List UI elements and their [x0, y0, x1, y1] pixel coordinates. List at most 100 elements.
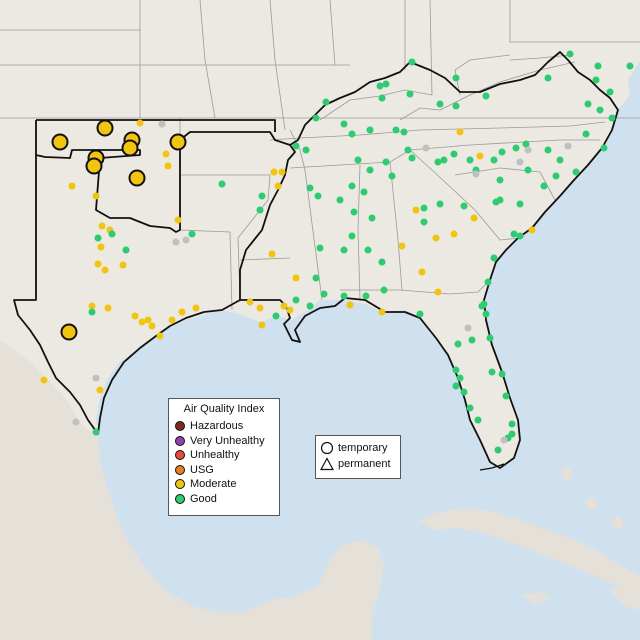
good-monitor[interactable]	[406, 90, 414, 98]
moderate-monitor[interactable]	[104, 304, 112, 312]
good-monitor[interactable]	[466, 404, 474, 412]
moderate-monitor[interactable]	[278, 168, 286, 176]
moderate-monitor[interactable]	[378, 308, 386, 316]
moderate-monitor[interactable]	[268, 250, 276, 258]
good-monitor[interactable]	[368, 214, 376, 222]
good-monitor[interactable]	[312, 114, 320, 122]
good-monitor[interactable]	[436, 100, 444, 108]
good-monitor[interactable]	[626, 62, 634, 70]
no-data-monitor[interactable]	[516, 158, 524, 166]
good-monitor[interactable]	[256, 206, 264, 214]
good-monitor[interactable]	[486, 334, 494, 342]
good-monitor[interactable]	[408, 58, 416, 66]
good-monitor[interactable]	[544, 146, 552, 154]
good-monitor[interactable]	[496, 196, 504, 204]
moderate-monitor[interactable]	[398, 242, 406, 250]
good-monitor[interactable]	[92, 428, 100, 436]
good-monitor[interactable]	[540, 182, 548, 190]
moderate-monitor[interactable]	[68, 182, 76, 190]
good-monitor[interactable]	[478, 302, 486, 310]
good-monitor[interactable]	[416, 310, 424, 318]
good-monitor[interactable]	[316, 244, 324, 252]
no-data-monitor[interactable]	[524, 146, 532, 154]
good-monitor[interactable]	[320, 290, 328, 298]
good-monitor[interactable]	[456, 374, 464, 382]
good-monitor[interactable]	[544, 74, 552, 82]
good-monitor[interactable]	[306, 302, 314, 310]
moderate-monitor[interactable]	[286, 306, 294, 314]
good-monitor[interactable]	[354, 156, 362, 164]
good-monitor[interactable]	[88, 308, 96, 316]
good-monitor[interactable]	[94, 234, 102, 242]
no-data-monitor[interactable]	[182, 236, 190, 244]
good-monitor[interactable]	[218, 180, 226, 188]
moderate-monitor[interactable]	[292, 274, 300, 282]
moderate-monitor[interactable]	[432, 234, 440, 242]
moderate-monitor[interactable]	[418, 268, 426, 276]
moderate-monitor[interactable]	[412, 206, 420, 214]
good-monitor[interactable]	[420, 218, 428, 226]
no-data-monitor[interactable]	[92, 374, 100, 382]
good-monitor[interactable]	[314, 192, 322, 200]
moderate-monitor[interactable]	[96, 386, 104, 394]
good-monitor[interactable]	[292, 296, 300, 304]
moderate-monitor[interactable]	[258, 321, 266, 329]
moderate-monitor[interactable]	[246, 298, 254, 306]
moderate-monitor[interactable]	[88, 302, 96, 310]
good-monitor[interactable]	[584, 100, 592, 108]
good-monitor[interactable]	[482, 310, 490, 318]
good-monitor[interactable]	[566, 50, 574, 58]
good-monitor[interactable]	[596, 106, 604, 114]
good-monitor[interactable]	[516, 232, 524, 240]
good-monitor[interactable]	[336, 196, 344, 204]
moderate-monitor[interactable]	[470, 214, 478, 222]
good-monitor[interactable]	[378, 94, 386, 102]
good-monitor[interactable]	[516, 200, 524, 208]
no-data-monitor[interactable]	[422, 144, 430, 152]
moderate-monitor[interactable]	[456, 128, 464, 136]
good-monitor[interactable]	[408, 154, 416, 162]
good-monitor[interactable]	[360, 188, 368, 196]
moderate-monitor[interactable]	[156, 332, 164, 340]
good-monitor[interactable]	[306, 184, 314, 192]
moderate-monitor[interactable]	[476, 152, 484, 160]
good-monitor[interactable]	[606, 88, 614, 96]
good-monitor[interactable]	[482, 92, 490, 100]
good-monitor[interactable]	[608, 114, 616, 122]
good-monitor[interactable]	[572, 168, 580, 176]
good-monitor[interactable]	[512, 144, 520, 152]
good-monitor[interactable]	[502, 392, 510, 400]
good-monitor[interactable]	[312, 274, 320, 282]
moderate-monitor[interactable]	[92, 192, 100, 200]
moderate-monitor[interactable]	[192, 304, 200, 312]
good-monitor[interactable]	[468, 336, 476, 344]
no-data-monitor[interactable]	[464, 324, 472, 332]
moderate-monitor[interactable]	[450, 230, 458, 238]
good-monitor[interactable]	[498, 370, 506, 378]
moderate-monitor[interactable]	[94, 260, 102, 268]
good-monitor[interactable]	[592, 76, 600, 84]
good-monitor[interactable]	[508, 420, 516, 428]
good-monitor[interactable]	[350, 208, 358, 216]
good-monitor[interactable]	[364, 246, 372, 254]
moderate-monitor[interactable]	[280, 302, 288, 310]
good-monitor[interactable]	[382, 80, 390, 88]
good-monitor[interactable]	[400, 128, 408, 136]
good-monitor[interactable]	[404, 146, 412, 154]
moderate-monitor[interactable]	[178, 308, 186, 316]
moderate-monitor[interactable]	[128, 169, 146, 187]
good-monitor[interactable]	[552, 172, 560, 180]
moderate-monitor[interactable]	[97, 243, 105, 251]
good-monitor[interactable]	[452, 382, 460, 390]
good-monitor[interactable]	[452, 102, 460, 110]
moderate-monitor[interactable]	[148, 322, 156, 330]
no-data-monitor[interactable]	[158, 120, 166, 128]
good-monitor[interactable]	[382, 158, 390, 166]
good-monitor[interactable]	[522, 140, 530, 148]
no-data-monitor[interactable]	[472, 170, 480, 178]
moderate-monitor[interactable]	[174, 216, 182, 224]
moderate-monitor[interactable]	[168, 316, 176, 324]
good-monitor[interactable]	[460, 388, 468, 396]
good-monitor[interactable]	[348, 130, 356, 138]
good-monitor[interactable]	[510, 230, 518, 238]
